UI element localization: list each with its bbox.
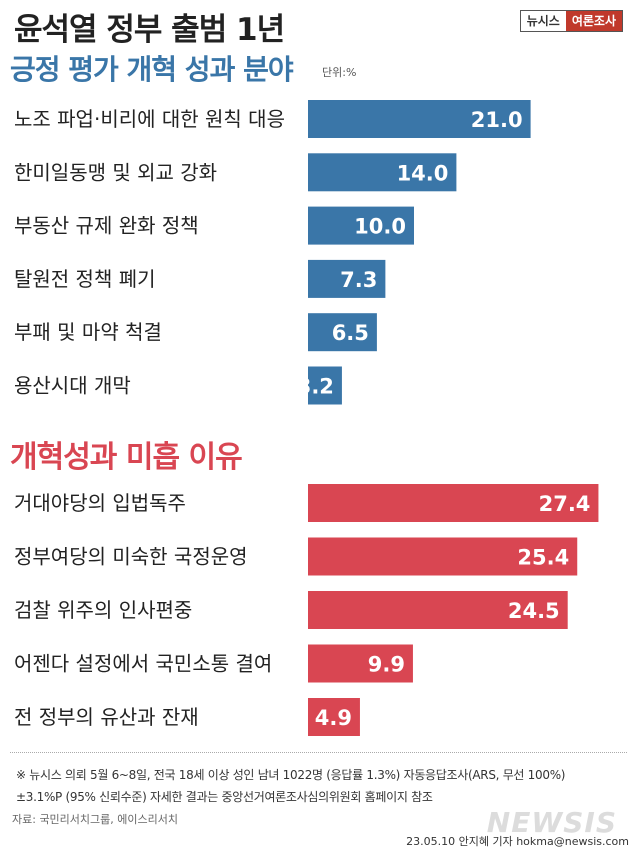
neg-bar-value: 9.9: [368, 653, 405, 677]
neg-category-label: 거대야당의 입법독주: [14, 491, 186, 515]
neg-category-label: 정부여당의 미숙한 국정운영: [14, 545, 248, 569]
neg-bar: [308, 537, 578, 576]
negative-chart-title: 개혁성과 미흡 이유: [10, 440, 243, 475]
pos-bar: [308, 313, 377, 352]
brand-section: 여론조사: [565, 11, 622, 31]
neg-category-label: 전 정부의 유산과 잔재: [14, 705, 199, 729]
pos-bar: [308, 259, 386, 298]
pos-category-label: 노조 파업·비리에 대한 원칙 대응: [14, 107, 285, 131]
pos-category-label: 한미일동맹 및 외교 강화: [14, 160, 217, 184]
pos-bar-value: 10.0: [354, 215, 406, 239]
survey-note-line2: ±3.1%P (95% 신뢰수준) 자세한 결과는 중앙선거여론조사심의위원회 …: [16, 790, 433, 804]
neg-bar-value: 25.4: [517, 546, 569, 570]
credit-text: 23.05.10 안지혜 기자 hokma@newsis.com: [406, 835, 629, 848]
pos-bar-value: 3.2: [297, 375, 334, 399]
neg-bar-value: 27.4: [539, 492, 591, 516]
neg-bar: [308, 644, 413, 683]
pos-category-label: 부패 및 마약 척결: [14, 320, 162, 344]
survey-note-line1: ※ 뉴시스 의뢰 5월 6~8일, 전국 18세 이상 성인 남녀 1022명 …: [16, 768, 566, 782]
unit-label: 단위:%: [322, 66, 357, 79]
newsis-watermark: NEWSIS: [486, 806, 617, 839]
page-title: 윤석열 정부 출범 1년: [14, 12, 285, 48]
pos-bar: [308, 206, 414, 245]
footer-divider: [10, 752, 627, 753]
bar-chart: 노조 파업·비리에 대한 원칙 대응 21.0 한미일동맹 및 외교 강화 14.0 부…: [14, 100, 599, 736]
neg-category-label: 어젠다 설정에서 국민소통 결여: [14, 652, 272, 676]
pos-bar-value: 14.0: [397, 161, 449, 185]
brand-name: 뉴시스: [520, 11, 566, 31]
neg-bar: [308, 484, 599, 522]
neg-category-label: 검찰 위주의 인사편중: [14, 598, 192, 622]
neg-bar: [308, 698, 360, 736]
pos-bar: [308, 153, 457, 192]
pos-bar-value: 7.3: [340, 268, 377, 292]
pos-bar-value: 6.5: [332, 321, 369, 345]
brand-logo: 뉴시스 여론조사: [519, 10, 623, 32]
pos-category-label: 용산시대 개막: [14, 374, 131, 398]
neg-bar-value: 24.5: [508, 599, 560, 623]
source-text: 자료: 국민리서치그룹, 에이스리서치: [12, 813, 178, 826]
pos-bar: [308, 366, 342, 405]
pos-category-label: 부동산 규제 완화 정책: [14, 214, 199, 238]
neg-bar: [308, 591, 568, 629]
pos-category-label: 탈원전 정책 폐기: [14, 267, 156, 291]
neg-bar-value: 4.9: [315, 706, 352, 730]
pos-bar: [308, 100, 531, 138]
positive-chart-title: 긍정 평가 개혁 성과 분야: [10, 53, 294, 86]
pos-bar-value: 21.0: [471, 108, 523, 132]
